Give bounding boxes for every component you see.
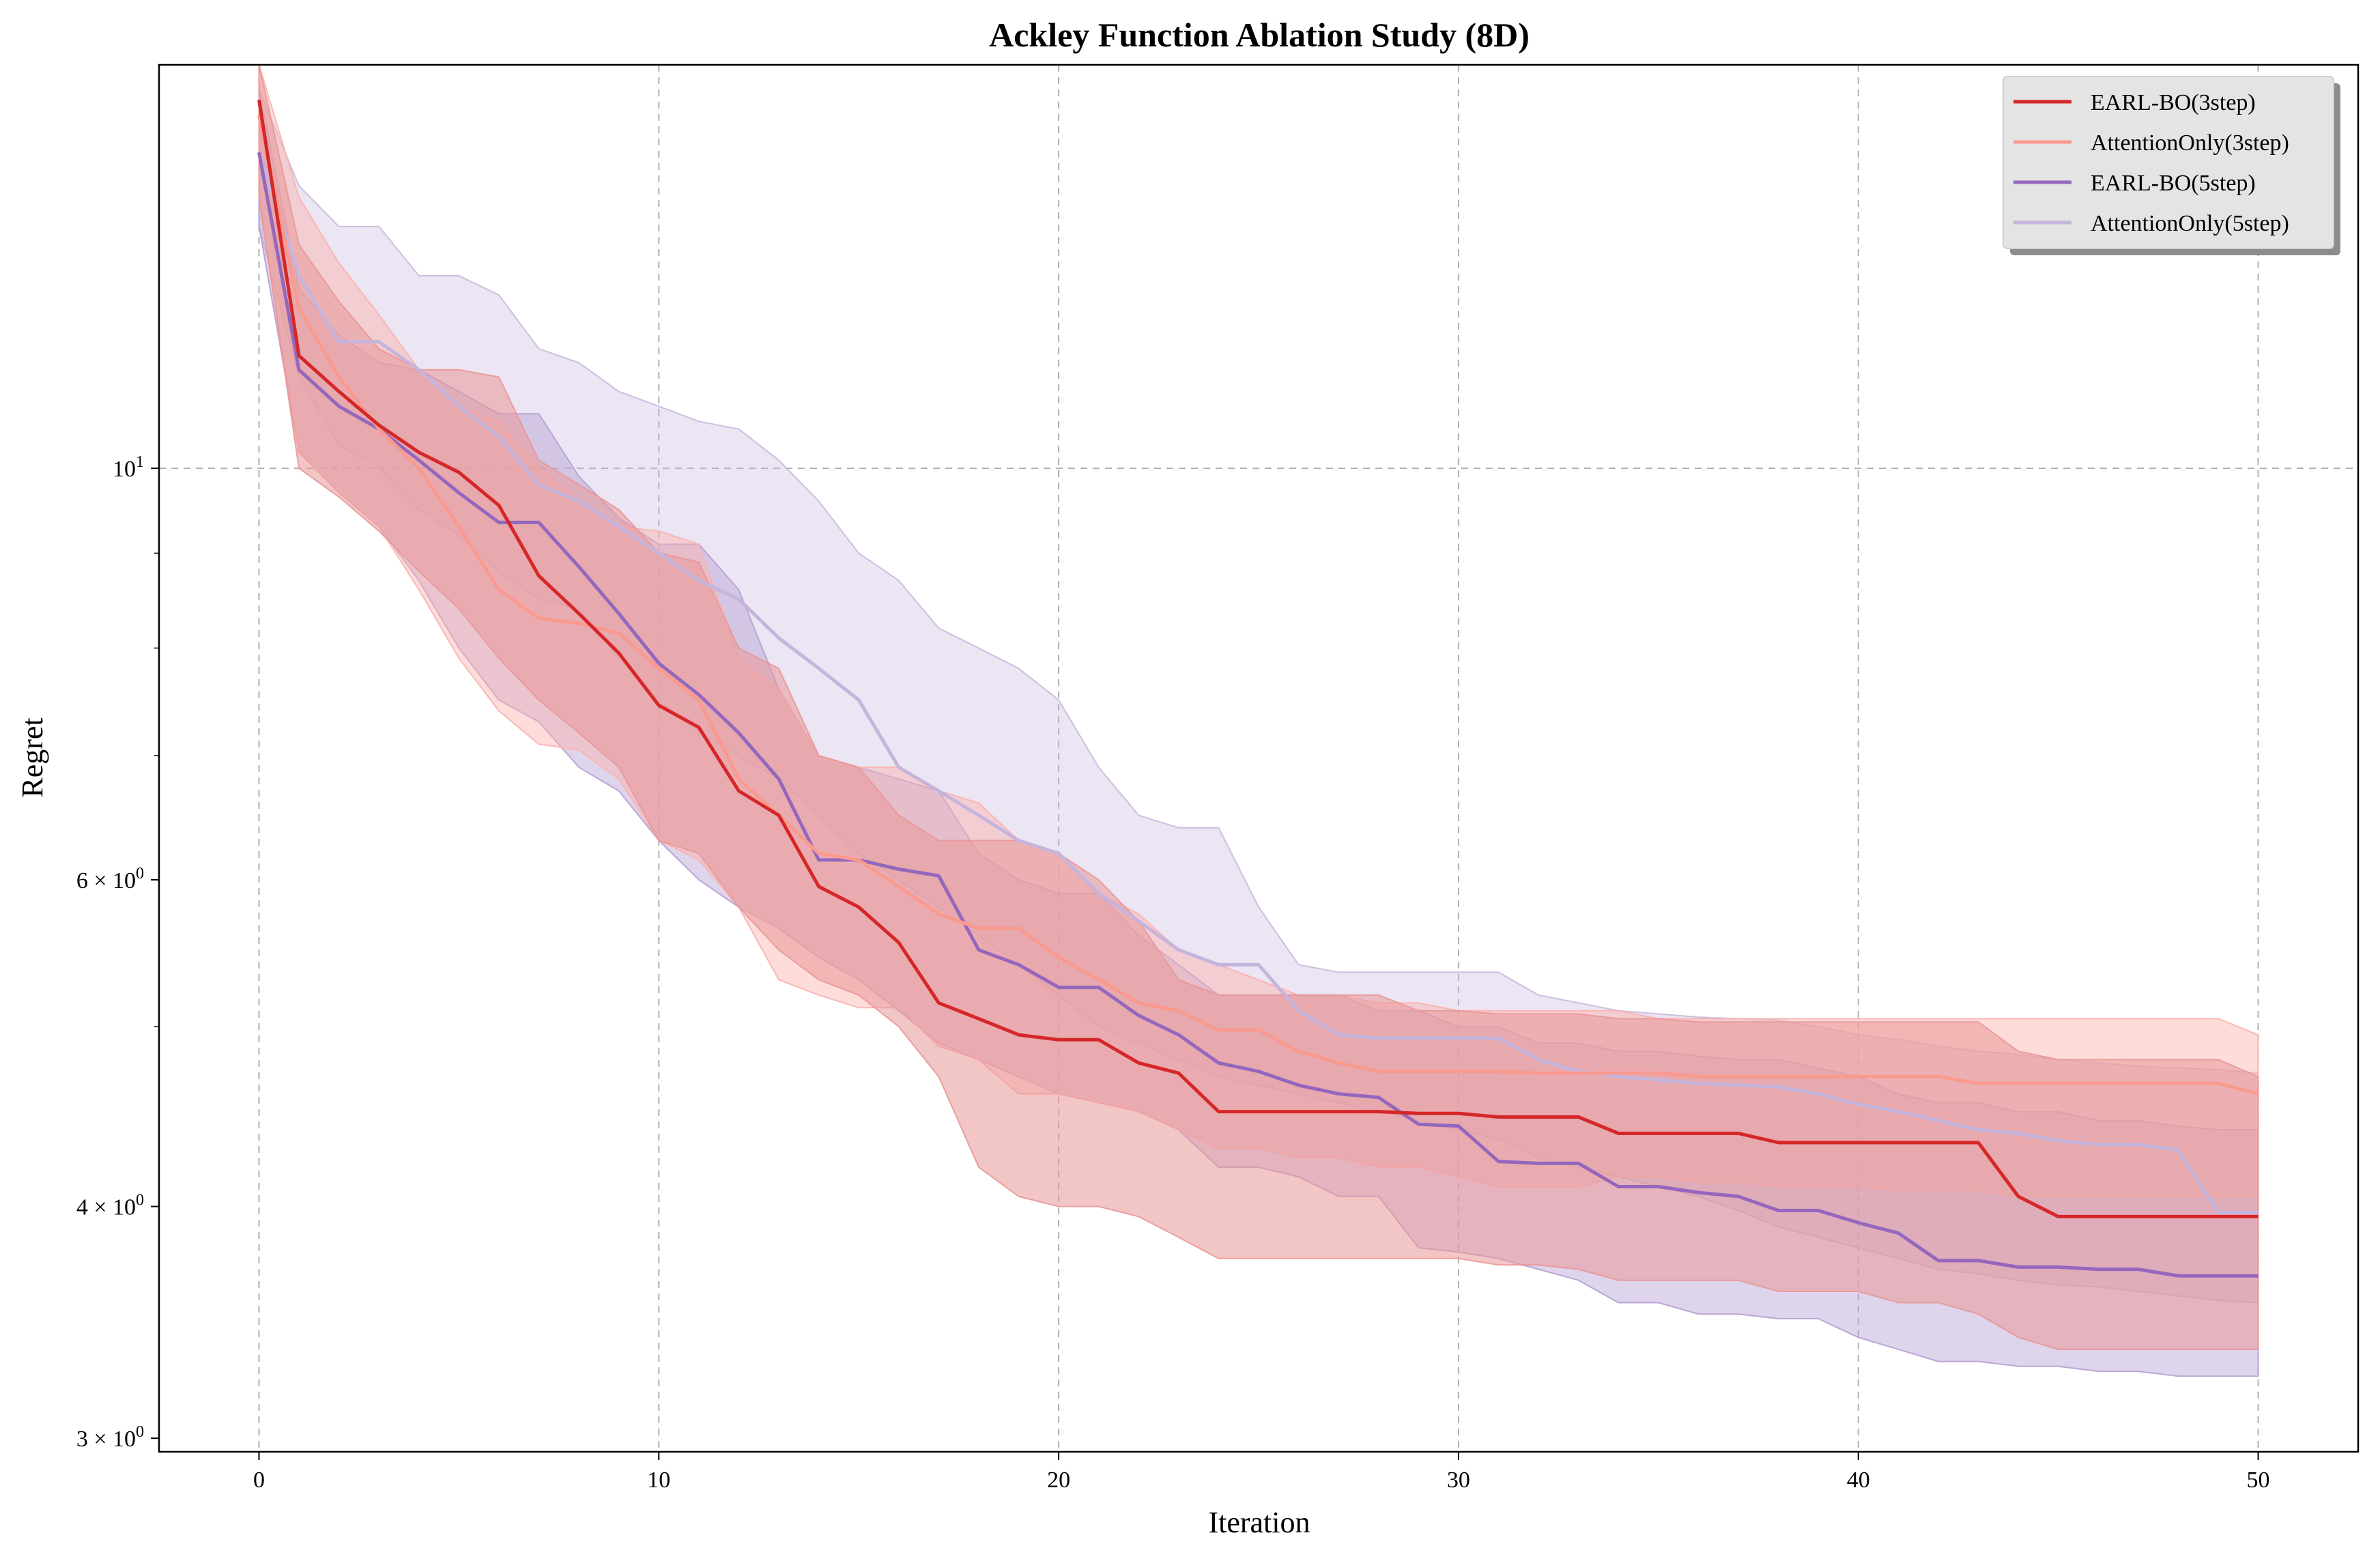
series-line (257, 99, 2259, 1218)
y-tick-label: 4 × 100 (76, 1192, 144, 1220)
legend-label: EARL-BO(3step) (2091, 90, 2256, 115)
x-tick-label: 0 (253, 1467, 265, 1493)
x-axis-ticks: 0 10 20 30 40 50 (253, 1452, 2270, 1493)
x-tick-label: 50 (2247, 1467, 2270, 1493)
y-axis-label: Regret (16, 717, 49, 797)
y-axis-ticks: 101 6 × 100 4 × 100 3 × 100 (76, 453, 159, 1452)
y-tick-label: 6 × 100 (76, 865, 144, 893)
legend: EARL-BO(3step) AttentionOnly(3step) EARL-B… (2003, 76, 2340, 255)
x-tick-label: 20 (1047, 1467, 1070, 1493)
y-tick-label: 101 (113, 453, 144, 482)
legend-box (2003, 76, 2334, 249)
confidence-band (258, 64, 2259, 1350)
legend-label: EARL-BO(5step) (2091, 171, 2256, 196)
series-line (257, 152, 2259, 1214)
x-tick-label: 30 (1447, 1467, 1470, 1493)
x-axis-label: Iteration (1208, 1506, 1310, 1539)
plot-area-frame (158, 63, 2360, 1453)
chart-title: Ackley Function Ablation Study (8D) (989, 16, 1530, 54)
confidence-bands (258, 64, 2259, 1377)
y-tick-label: 3 × 100 (76, 1423, 144, 1452)
x-tick-label: 40 (1847, 1467, 1870, 1493)
legend-label: AttentionOnly(5step) (2091, 211, 2289, 236)
x-tick-label: 10 (647, 1467, 670, 1493)
series-lines (257, 99, 2259, 1278)
series-line (257, 152, 2259, 1278)
legend-label: AttentionOnly(3step) (2091, 130, 2289, 156)
